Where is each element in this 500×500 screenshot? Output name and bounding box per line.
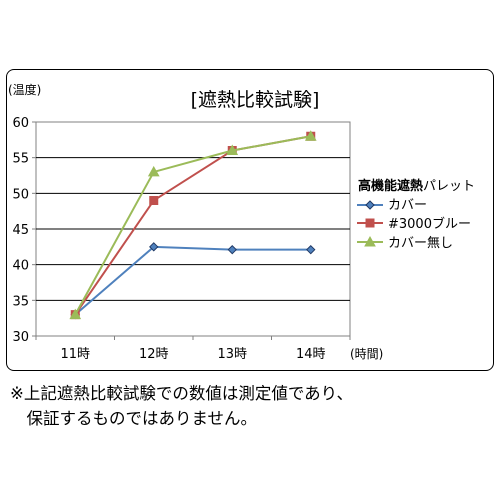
chart-title: [遮熱比較試験]: [191, 89, 320, 111]
y-tick-label: 30: [12, 330, 29, 345]
legend-entry-1: 高機能遮熱パレット カバー: [357, 178, 475, 213]
legend-label-bold: 高機能遮熱: [358, 178, 423, 194]
gridlines: [36, 157, 350, 301]
legend-entry-3: カバー無し: [357, 235, 453, 251]
x-tick-label: 13時: [217, 347, 247, 362]
data-point: [147, 165, 160, 177]
y-tick-label: 50: [12, 187, 29, 202]
legend: 高機能遮熱パレット カバー #3000ブルー カバー無し: [357, 178, 475, 251]
series-3: [69, 130, 317, 320]
y-tick-label: 55: [12, 152, 29, 167]
x-tick-label: 11時: [60, 347, 90, 362]
disclaimer-notes: ※上記遮熱比較試験での数値は測定値であり、 保証するものではありません。: [10, 381, 492, 431]
legend-label: カバー無し: [388, 236, 453, 251]
x-axis-ticks: 11時 12時 13時 14時: [35, 336, 351, 362]
x-tick-label: 12時: [139, 347, 169, 362]
data-point: [226, 144, 239, 156]
y-axis-ticks: 30 35 40 45 50 55 60: [12, 116, 36, 345]
y-tick-label: 40: [12, 259, 29, 274]
legend-swatch-marker: [364, 235, 376, 247]
data-point: [69, 308, 82, 320]
data-point: [149, 195, 159, 205]
series-line: [74, 135, 311, 316]
series-layer: [69, 130, 317, 320]
legend-label-line2: カバー: [388, 198, 427, 213]
legend-entry-2: #3000ブルー: [357, 216, 471, 232]
data-point: [304, 130, 317, 141]
data-point: [306, 244, 316, 255]
disclaimer-line-2: 保証するものではありません。: [10, 409, 258, 428]
legend-label-rest: パレット: [423, 179, 475, 194]
x-axis-label: (時間): [350, 347, 383, 361]
x-tick-label: 14時: [296, 347, 326, 362]
legend-label: #3000ブルー: [388, 216, 471, 232]
series-line: [74, 245, 311, 316]
legend-swatch-marker: [365, 218, 375, 228]
disclaimer-line-1: ※上記遮熱比較試験での数値は測定値であり、: [10, 384, 354, 403]
data-point: [149, 242, 159, 252]
legend-label-line1: 高機能遮熱パレット: [358, 178, 475, 194]
legend-swatch-marker: [365, 200, 375, 210]
y-tick-label: 45: [12, 223, 29, 238]
data-point: [227, 244, 237, 255]
y-axis-label: (温度): [8, 82, 41, 97]
y-tick-label: 60: [12, 116, 29, 131]
y-tick-label: 35: [12, 294, 29, 309]
